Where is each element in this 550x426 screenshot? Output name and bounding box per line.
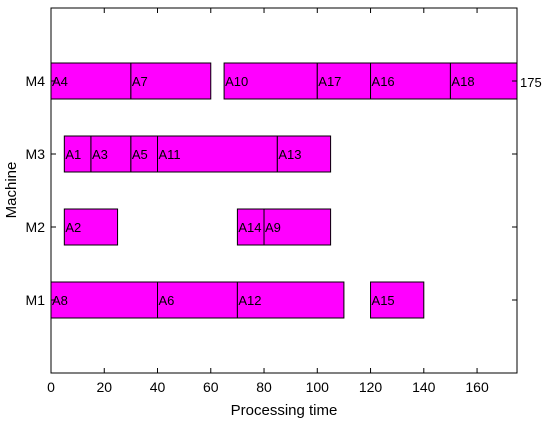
task-a12: A12	[236, 281, 345, 319]
task-a3: A3	[90, 135, 132, 173]
y-tick-label: M4	[26, 73, 46, 89]
task-label: A10	[225, 74, 248, 89]
task-label: A5	[132, 147, 148, 162]
task-label: A17	[318, 74, 341, 89]
task-bar	[449, 62, 518, 100]
task-label: A9	[265, 220, 281, 235]
task-a18: A18	[449, 62, 518, 100]
task-a17: A17	[316, 62, 372, 100]
plot-frame	[50, 7, 518, 374]
task-bar	[316, 62, 372, 100]
x-axis-ticks: 0 20 40 60 80 100 120 140 160	[47, 8, 489, 395]
task-a10: A10	[223, 62, 318, 100]
x-tick-label: 80	[256, 379, 272, 395]
task-bar	[276, 135, 332, 173]
task-label: A7	[132, 74, 148, 89]
task-label: A1	[65, 147, 81, 162]
y-axis-title: Machine	[3, 162, 20, 219]
task-label: A18	[451, 74, 474, 89]
y-tick-label: M1	[26, 292, 46, 308]
task-bar	[236, 281, 345, 319]
task-bar	[63, 208, 119, 246]
task-label: A11	[159, 147, 181, 162]
x-tick-label: 20	[96, 379, 112, 395]
x-tick-label: 40	[150, 379, 166, 395]
task-label: A14	[238, 220, 261, 235]
task-a8: A8	[50, 281, 159, 319]
task-bar	[157, 135, 278, 173]
x-tick-label: 120	[359, 379, 383, 395]
task-a6: A6	[157, 281, 238, 319]
task-label: A12	[238, 293, 261, 308]
task-a16: A16	[370, 62, 451, 100]
task-label: A15	[372, 293, 395, 308]
task-a13: A13	[276, 135, 332, 173]
x-tick-label: 140	[412, 379, 436, 395]
y-axis-ticks: M1 M2 M3 M4	[26, 73, 517, 308]
task-bar	[130, 135, 159, 173]
task-bar	[263, 208, 332, 246]
task-bar	[370, 62, 451, 100]
task-label: A16	[372, 74, 395, 89]
y-tick-label: M3	[26, 146, 46, 162]
task-a9: A9	[263, 208, 332, 246]
x-tick-label: 60	[203, 379, 219, 395]
task-bar	[50, 62, 132, 100]
task-a7: A7	[130, 62, 212, 100]
x-tick-label: 0	[47, 379, 55, 395]
task-bar	[223, 62, 318, 100]
task-a14: A14	[236, 208, 265, 246]
task-a5: A5	[130, 135, 159, 173]
task-label: A2	[65, 220, 81, 235]
task-a2: A2	[63, 208, 119, 246]
task-label: A3	[92, 147, 108, 162]
task-label: A13	[278, 147, 301, 162]
task-bar	[236, 208, 265, 246]
y-tick-label: M2	[26, 219, 46, 235]
task-bar	[130, 62, 212, 100]
task-bar	[50, 281, 159, 319]
task-a1: A1	[63, 135, 92, 173]
task-bar	[370, 281, 425, 319]
x-tick-label: 100	[306, 379, 330, 395]
task-a11: A11	[157, 135, 278, 173]
makespan-annotation: 175	[520, 75, 542, 90]
task-a4: A4	[50, 62, 132, 100]
x-tick-label: 160	[465, 379, 489, 395]
task-a15: A15	[370, 281, 425, 319]
task-label: A8	[52, 293, 68, 308]
task-bar	[157, 281, 238, 319]
task-label: A6	[159, 293, 175, 308]
x-axis-title: Processing time	[231, 402, 338, 419]
task-label: A4	[52, 74, 68, 89]
task-bars: A4 A7 A10 A17 A16 A18 A1 A3 A5 A11 A13 A2 A14 A9 A8 A6 A…	[50, 62, 518, 319]
task-bar	[90, 135, 132, 173]
